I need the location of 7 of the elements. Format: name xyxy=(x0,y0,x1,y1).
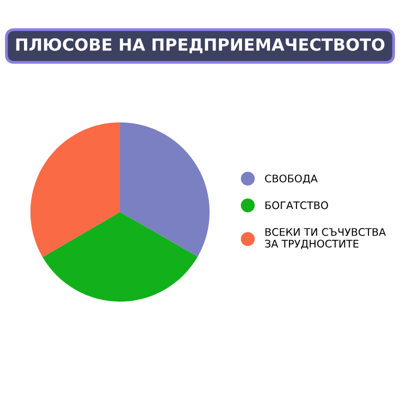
legend-label: ВСЕКИ ТИ СЪЧУВСТВА ЗА ТРУДНОСТИТЕ xyxy=(265,228,386,250)
legend-label: БОГАТСТВО xyxy=(265,201,328,210)
pie-slice xyxy=(30,122,120,258)
chart-title: ПЛЮСОВЕ НА ПРЕДПРИЕМАЧЕСТВОТО xyxy=(16,38,384,54)
pie-slice xyxy=(42,212,198,302)
pie-slice xyxy=(120,122,210,257)
legend-label: СВОБОДА xyxy=(265,174,318,184)
